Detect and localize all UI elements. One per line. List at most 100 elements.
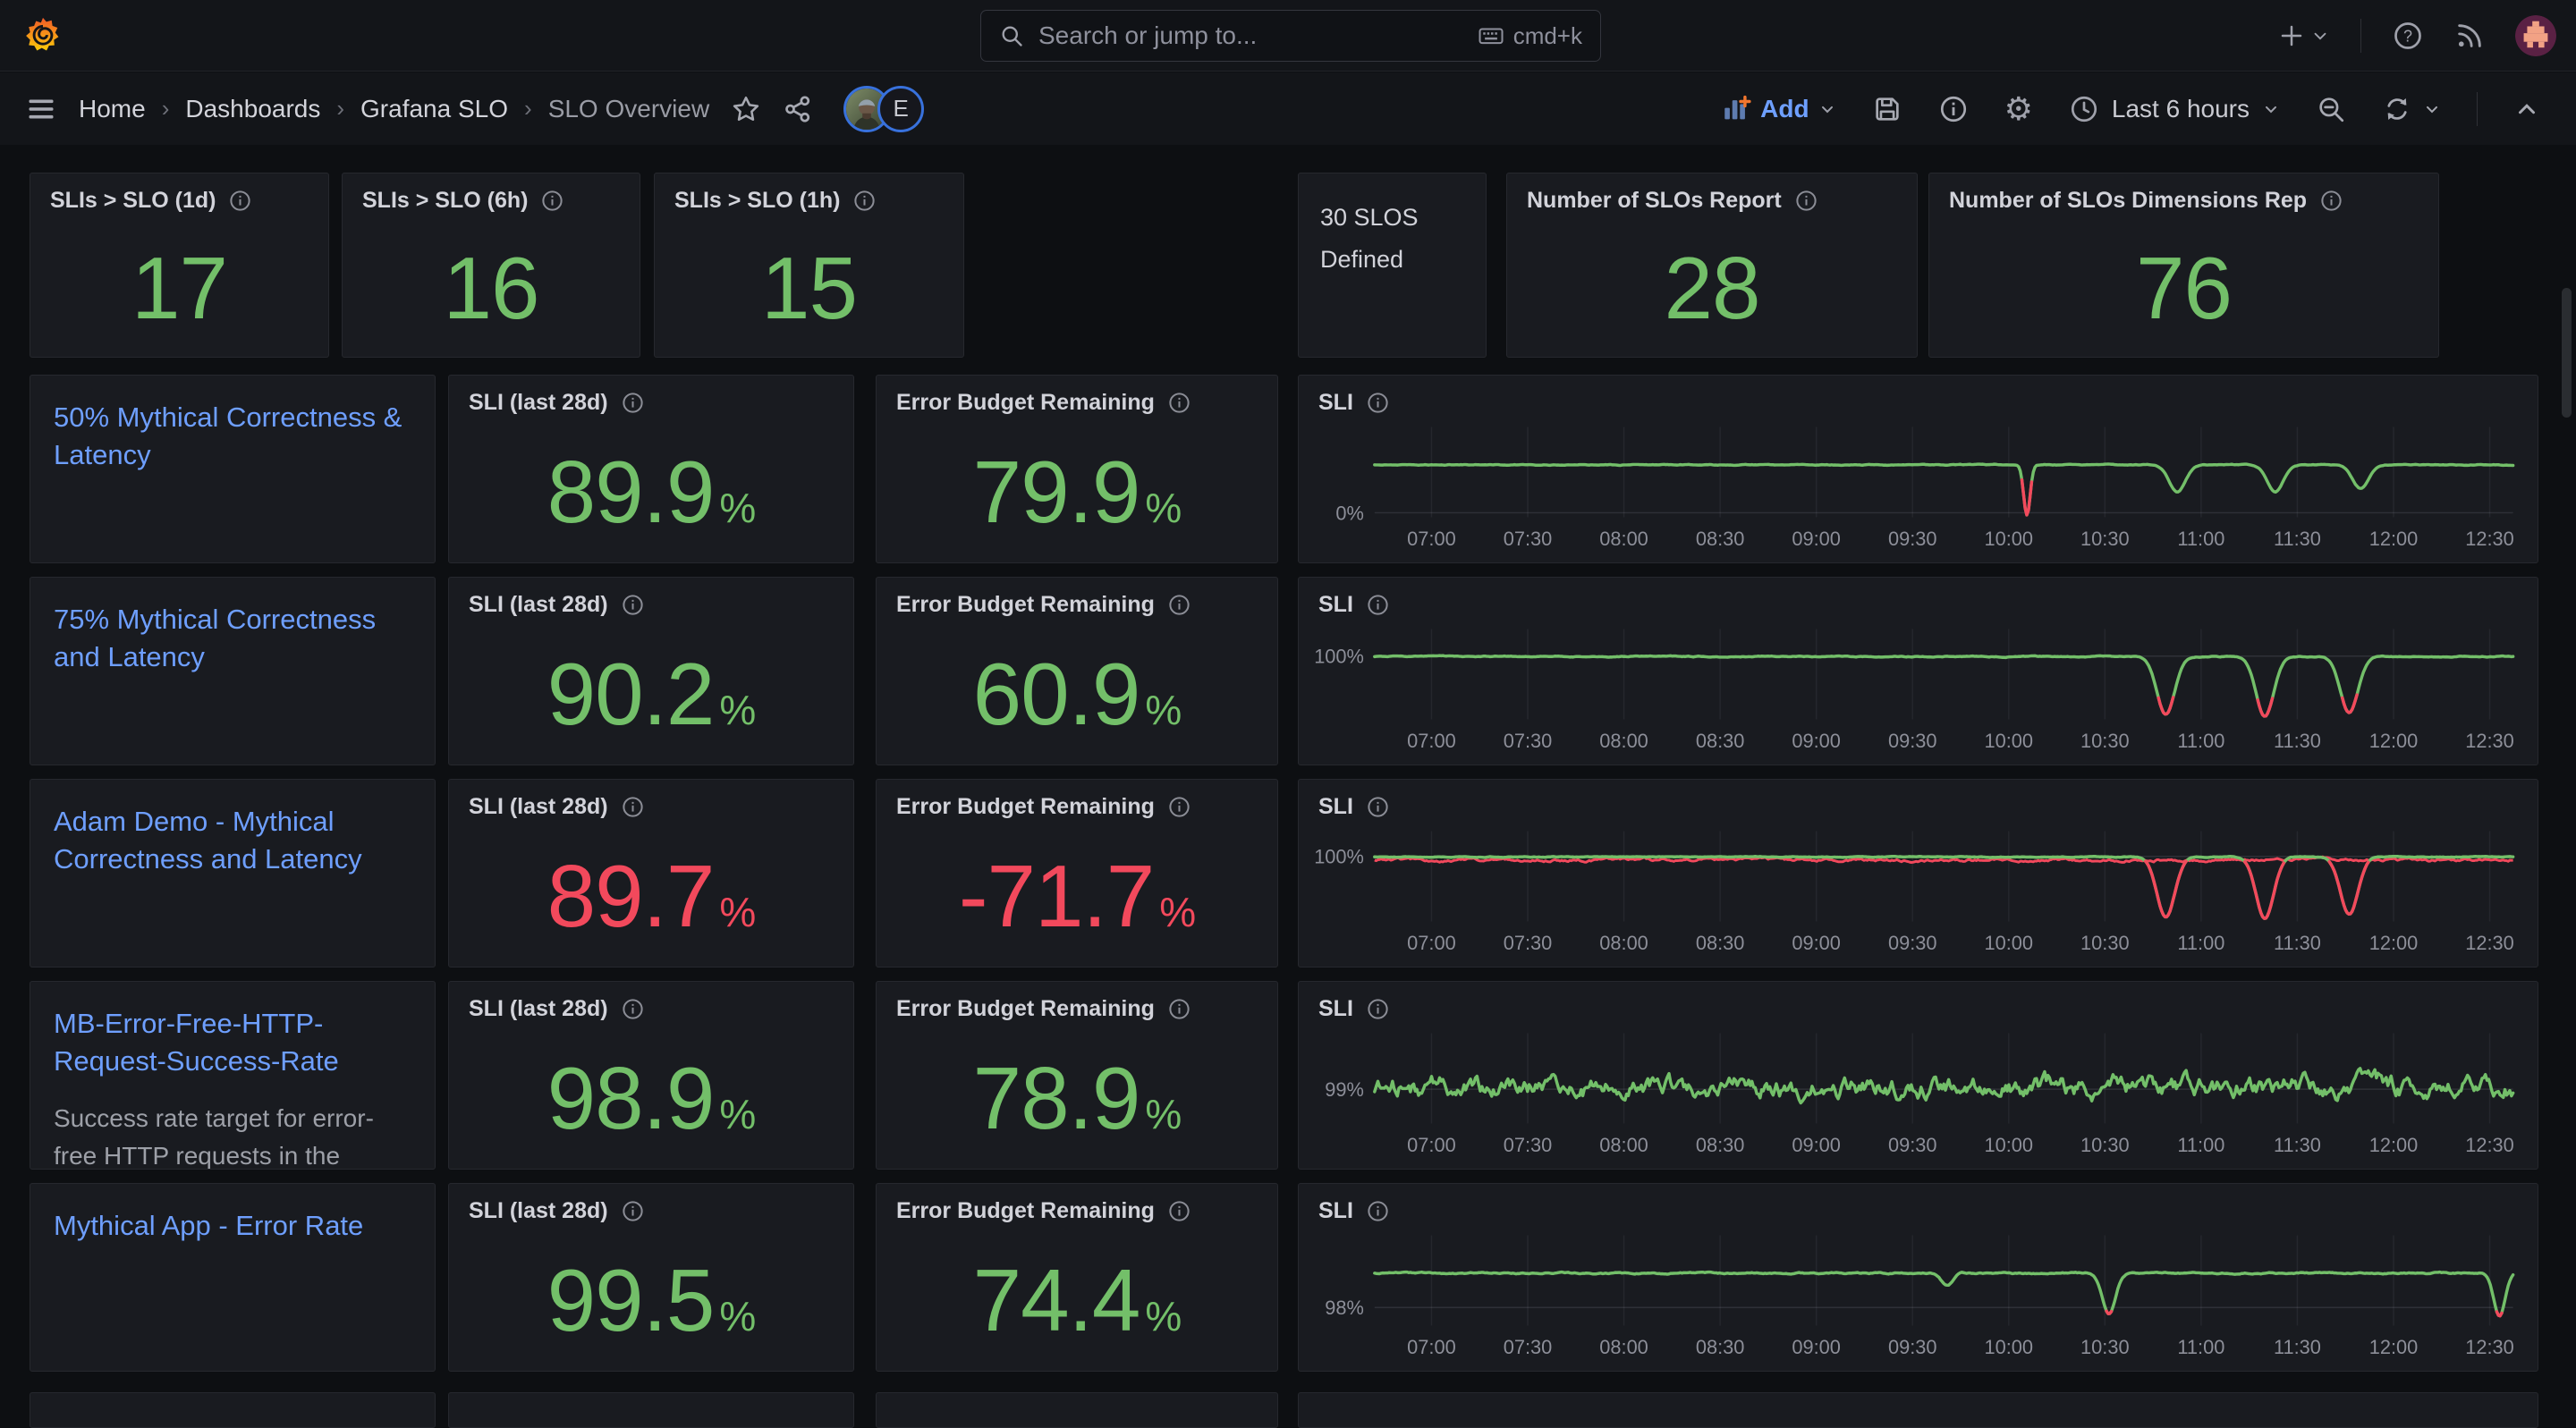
global-search[interactable]: cmd+k [980,10,1601,62]
slo-name-link[interactable]: MB-Error-Free-HTTP-Request-Success-Rate [54,1008,339,1077]
info-icon[interactable] [621,391,645,415]
panel-header[interactable]: Error Budget Remaining [877,578,1277,618]
stat-panel: SLIs > SLO (1d) 17 [30,173,329,358]
panel-header[interactable]: Error Budget Remaining [877,376,1277,416]
slo-name-link[interactable]: Mythical App - Error Rate [54,1210,364,1241]
info-icon[interactable] [1167,391,1191,415]
share-button[interactable] [783,94,813,124]
info-icon[interactable] [2319,189,2343,213]
viewer-initial-label: E [893,95,909,122]
info-icon[interactable] [621,1199,645,1223]
info-circle-icon [1940,96,1966,122]
panel-title: Error Budget Remaining [896,1198,1155,1223]
dashboard-insights-button[interactable] [1938,94,1969,124]
panel-header[interactable]: Error Budget Remaining [877,982,1277,1022]
panel-header[interactable]: SLI (last 28d) [449,376,853,416]
toolbar-divider [2477,91,2478,126]
stat-value: 17 [131,239,228,337]
panel-header[interactable]: SLI [1299,578,1410,618]
info-icon[interactable] [1794,189,1818,213]
panel-header[interactable]: SLI [1299,982,1410,1022]
panel-header[interactable]: SLIs > SLO (1d) [30,173,328,214]
panel-title: Number of SLOs Report [1527,188,1782,213]
help-button[interactable]: ? [2392,20,2424,52]
x-axis-tick: 11:00 [2177,528,2224,550]
panel-title: SLI [1318,1198,1353,1223]
sli-timeseries-chart[interactable]: 07:00 07:30 08:00 08:30 09:00 09:30 10:00 10:30… [1299,376,2538,562]
info-icon[interactable] [852,189,877,213]
breadcrumb-item-grafana-slo[interactable]: Grafana SLO [360,94,509,123]
collapse-toolbar-button[interactable] [2513,96,2540,123]
info-icon[interactable] [540,189,564,213]
sli-timeseries-chart[interactable]: 07:00 07:30 08:00 08:30 09:00 09:30 10:00 10:30… [1299,982,2538,1169]
panel-header[interactable]: SLI [1299,780,1410,820]
panel-header[interactable]: Number of SLOs Dimensions Rep [1929,173,2438,214]
sli-timeseries-chart[interactable]: 07:00 07:30 08:00 08:30 09:00 09:30 10:00 10:30… [1299,780,2538,967]
panel-title: Number of SLOs Dimensions Rep [1949,188,2308,213]
panel-header[interactable]: SLIs > SLO (1h) [655,173,963,214]
info-icon[interactable] [1167,997,1191,1021]
grafana-logo[interactable] [0,16,86,55]
info-icon[interactable] [1167,593,1191,617]
x-axis-tick: 08:00 [1599,730,1648,752]
x-axis-tick: 08:00 [1599,528,1648,550]
zoom-out-button[interactable] [2316,94,2346,124]
sli-value: 99.5% [547,1251,757,1349]
add-panel-button[interactable]: Add [1721,94,1835,124]
error-budget-value: 78.9% [972,1049,1182,1147]
text-panel-content: 30 SLOS Defined [1320,204,1419,274]
new-menu-button[interactable] [2278,22,2330,49]
slo-name-link[interactable]: Adam Demo - Mythical Correctness and Lat… [54,806,362,875]
chevron-down-icon [2314,32,2326,40]
panel-title: Error Budget Remaining [896,794,1155,819]
info-icon[interactable] [1366,593,1390,617]
panel-header[interactable]: SLIs > SLO (6h) [343,173,640,214]
slo-name-panel: Adam Demo - Mythical Correctness and Lat… [30,779,436,967]
panel-header[interactable]: SLI (last 28d) [449,780,853,820]
x-axis-tick: 12:30 [2465,730,2514,752]
info-icon[interactable] [1167,795,1191,819]
panel-header[interactable]: Number of SLOs Report [1507,173,1917,214]
mega-menu-button[interactable] [25,93,57,125]
panel-header[interactable]: SLI (last 28d) [449,1184,853,1224]
slo-name-link[interactable]: 50% Mythical Correctness & Latency [54,401,402,470]
info-icon[interactable] [621,795,645,819]
viewer-avatar-initial[interactable]: E [877,85,925,132]
dashboard-viewers: E [843,85,925,132]
favorite-star-button[interactable] [731,94,761,124]
breadcrumb-item-home[interactable]: Home [79,94,146,123]
scrollbar-thumb[interactable] [2562,288,2572,418]
info-icon[interactable] [228,189,252,213]
info-icon[interactable] [621,593,645,617]
sli-timeseries-chart[interactable]: 07:00 07:30 08:00 08:30 09:00 09:30 10:00 10:30… [1299,1184,2538,1371]
refresh-button[interactable] [2382,94,2441,124]
news-button[interactable] [2454,21,2485,51]
slo-name-panel: Mythical App - Error Rate [30,1183,436,1372]
info-icon[interactable] [1366,391,1390,415]
sli-timeseries-chart[interactable]: 07:00 07:30 08:00 08:30 09:00 09:30 10:00 10:30… [1299,578,2538,765]
info-icon[interactable] [1167,1199,1191,1223]
stat-panel: SLIs > SLO (1h) 15 [654,173,964,358]
info-icon[interactable] [1366,1199,1390,1223]
save-dashboard-button[interactable] [1872,94,1902,124]
x-axis-tick: 07:00 [1407,932,1456,954]
info-icon[interactable] [1366,997,1390,1021]
user-avatar[interactable] [2515,15,2556,56]
dashboard-settings-button[interactable]: ⚙ [2004,89,2033,127]
panel-header[interactable]: SLI (last 28d) [449,982,853,1022]
clock-icon [2071,96,2097,122]
x-axis-tick: 12:30 [2465,528,2514,550]
panel-header[interactable]: SLI [1299,376,1410,416]
info-icon[interactable] [621,997,645,1021]
breadcrumb-item-current: SLO Overview [547,94,710,123]
panel-header[interactable]: Error Budget Remaining [877,780,1277,820]
panel-header[interactable]: Error Budget Remaining [877,1184,1277,1224]
time-range-picker[interactable]: Last 6 hours [2069,94,2280,124]
search-input[interactable] [1037,21,1465,51]
panel-header[interactable]: SLI (last 28d) [449,578,853,618]
info-icon[interactable] [1366,795,1390,819]
breadcrumb-item-dashboards[interactable]: Dashboards [185,94,321,123]
panel-header[interactable]: SLI [1299,1184,1410,1224]
slo-name-link[interactable]: 75% Mythical Correctness and Latency [54,604,377,672]
panel-title: SLI (last 28d) [469,390,608,415]
